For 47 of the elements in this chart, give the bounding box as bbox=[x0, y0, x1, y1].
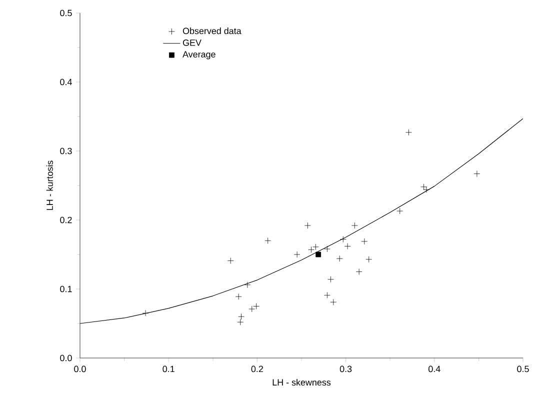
point bbox=[340, 236, 346, 243]
point bbox=[235, 293, 242, 300]
y-tick-label: 0.0 bbox=[60, 354, 72, 362]
y-tick-label: 0.1 bbox=[60, 286, 72, 292]
legend-label: Observed data bbox=[182, 28, 242, 34]
point bbox=[244, 282, 251, 288]
point bbox=[361, 238, 368, 245]
y-tick-label: 0.4 bbox=[60, 78, 72, 86]
x-tick-label: 0.0 bbox=[74, 366, 86, 372]
y-tick-label: 0.2 bbox=[60, 216, 72, 224]
point bbox=[312, 244, 319, 250]
point bbox=[304, 222, 311, 229]
x-tick-label: 0.5 bbox=[517, 366, 529, 372]
point bbox=[308, 246, 314, 253]
x-tick-label: 0.4 bbox=[428, 366, 440, 372]
point bbox=[316, 252, 322, 258]
point bbox=[396, 208, 404, 214]
point bbox=[420, 184, 427, 190]
point bbox=[248, 306, 256, 312]
x-tick-label: 0.2 bbox=[251, 366, 263, 372]
point bbox=[324, 292, 330, 298]
point bbox=[344, 243, 351, 250]
point bbox=[351, 222, 358, 229]
y-axis-title: LH - kurtosis bbox=[46, 160, 53, 210]
x-tick-label: 0.3 bbox=[340, 366, 352, 372]
legend-label: Average bbox=[182, 51, 216, 60]
point bbox=[356, 268, 362, 275]
y-tick-label: 0.3 bbox=[60, 148, 72, 154]
point bbox=[328, 276, 334, 283]
point bbox=[324, 246, 330, 252]
point bbox=[227, 258, 234, 264]
point bbox=[406, 129, 412, 136]
point bbox=[264, 238, 272, 244]
point bbox=[253, 303, 260, 310]
y-tick-label: 0.5 bbox=[60, 10, 72, 16]
x-axis-title: LH - skewness bbox=[272, 378, 331, 386]
point bbox=[366, 256, 372, 263]
legend-label: GEV bbox=[182, 40, 202, 46]
point bbox=[423, 186, 430, 193]
point bbox=[238, 313, 244, 320]
point bbox=[237, 318, 244, 326]
point bbox=[330, 298, 337, 306]
point bbox=[474, 170, 480, 177]
x-tick-label: 0.1 bbox=[162, 366, 174, 372]
point bbox=[142, 310, 149, 316]
point bbox=[294, 251, 300, 258]
point bbox=[336, 255, 343, 262]
